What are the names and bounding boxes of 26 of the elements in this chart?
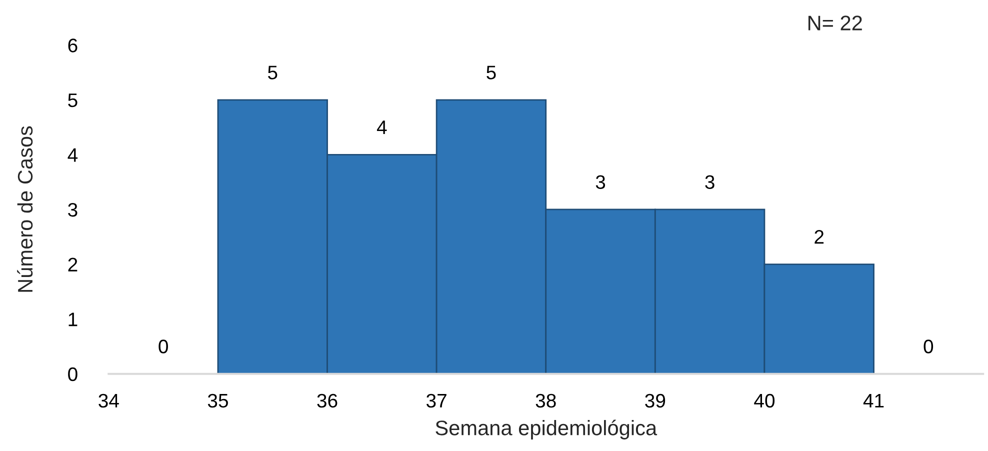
x-axis-title: Semana epidemiológica	[436, 420, 658, 440]
data-label: 2	[814, 230, 824, 244]
y-tick-label: 6	[68, 38, 78, 52]
x-tick-label: 34	[98, 394, 119, 408]
data-label: 3	[705, 175, 714, 189]
x-tick-label: 41	[863, 394, 884, 408]
y-tick-label: 5	[68, 94, 78, 108]
data-label: 3	[596, 175, 606, 189]
y-tick-label: 1	[68, 312, 78, 326]
data-label: 5	[268, 66, 278, 80]
data-label: 0	[158, 340, 168, 354]
data-label: 5	[486, 66, 496, 80]
y-tick-label: 2	[68, 258, 78, 272]
y-axis-title: Número de Casos	[17, 126, 33, 292]
x-tick-label: 35	[208, 394, 228, 408]
y-tick-label: 4	[68, 148, 78, 162]
x-tick-label: 38	[536, 394, 556, 408]
x-tick-label: 39	[645, 394, 666, 408]
text: N= 22	[808, 16, 862, 30]
x-tick-label: 40	[754, 394, 775, 408]
x-tick-label: 36	[317, 394, 338, 408]
y-tick-label: 3	[68, 202, 78, 217]
data-label: 0	[924, 340, 934, 354]
data-label: 4	[376, 120, 387, 134]
y-tick-label: 0	[68, 367, 78, 382]
x-tick-label: 37	[426, 394, 446, 408]
